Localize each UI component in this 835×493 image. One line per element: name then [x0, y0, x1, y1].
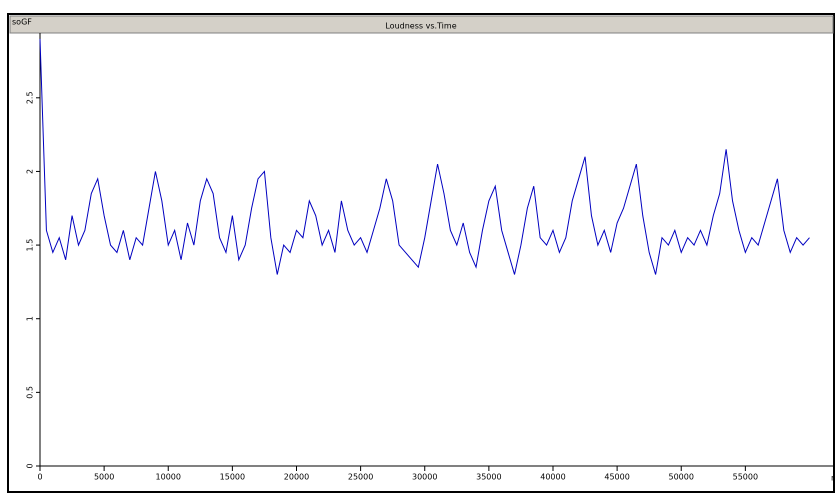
- title-bar: [9, 15, 834, 34]
- x-tick-label: 25000: [348, 473, 373, 482]
- y-tick-label: 1.5: [26, 239, 35, 252]
- y-tick-label: 0: [26, 463, 35, 468]
- x-tick-label: 10000: [156, 473, 181, 482]
- x-tick-label: 5000: [94, 473, 114, 482]
- y-tick-label: 0.5: [26, 386, 35, 399]
- x-axis-label: m: [831, 474, 835, 483]
- x-tick-label: 20000: [284, 473, 309, 482]
- x-tick-label: 45000: [604, 473, 629, 482]
- x-tick-label: 0: [37, 473, 42, 482]
- x-tick-label: 30000: [412, 473, 437, 482]
- x-tick-label: 50000: [669, 473, 694, 482]
- x-tick-label: 15000: [220, 473, 245, 482]
- y-axis-label: soGF: [12, 18, 32, 27]
- x-tick-label: 35000: [476, 473, 501, 482]
- y-tick-label: 2.5: [26, 91, 35, 104]
- y-tick-label: 1: [26, 316, 35, 321]
- x-tick-label: 55000: [733, 473, 758, 482]
- chart-title: Loudness vs.Time: [385, 22, 456, 31]
- y-tick-label: 2: [26, 169, 35, 174]
- x-tick-label: 40000: [540, 473, 565, 482]
- series-line: [39, 38, 810, 275]
